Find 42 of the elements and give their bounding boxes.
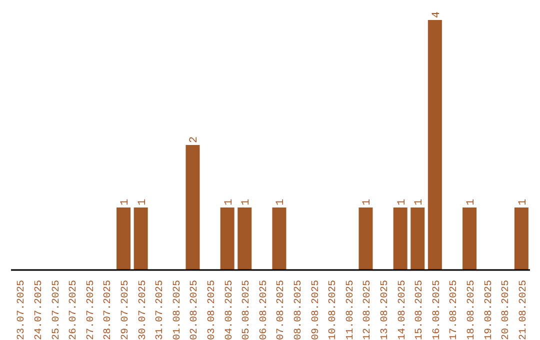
x-tick-label: 05.08.2025 <box>242 280 253 340</box>
x-tick-label: 26.07.2025 <box>68 280 80 340</box>
data-label: 1 <box>223 198 236 206</box>
x-tick-label: 25.07.2025 <box>51 280 62 340</box>
data-label: 1 <box>362 198 374 206</box>
x-tick-label: 02.08.2025 <box>190 280 201 340</box>
data-label: 1 <box>240 198 253 206</box>
data-label: 1 <box>466 198 478 206</box>
x-tick-label: 18.08.2025 <box>466 280 478 340</box>
x-tick-label: 08.08.2025 <box>293 280 304 340</box>
x-tick-label: 27.07.2025 <box>86 280 97 340</box>
x-tick-label: 31.07.2025 <box>155 280 166 340</box>
x-tick-label: 03.08.2025 <box>206 280 218 340</box>
data-label: 1 <box>275 198 288 206</box>
x-tick-label: 23.07.2025 <box>16 280 28 340</box>
x-tick-label: 12.08.2025 <box>362 280 374 340</box>
data-label: 1 <box>396 198 408 206</box>
x-tick-label: 20.08.2025 <box>501 280 512 340</box>
x-tick-label: 29.07.2025 <box>120 280 132 340</box>
x-tick-label: 19.08.2025 <box>484 280 495 340</box>
data-label: 1 <box>120 198 132 206</box>
x-tick-label: 24.07.2025 <box>34 280 45 340</box>
x-tick-label: 21.08.2025 <box>518 280 530 340</box>
x-tick-label: 17.08.2025 <box>449 280 460 340</box>
data-label: 1 <box>517 198 530 206</box>
x-tick-label: 09.08.2025 <box>310 280 322 340</box>
x-tick-label: 13.08.2025 <box>380 280 391 340</box>
x-tick-label: 14.08.2025 <box>397 280 408 340</box>
x-tick-label: 11.08.2025 <box>345 280 356 340</box>
data-label: 4 <box>430 11 443 18</box>
x-tick-label: 07.08.2025 <box>276 280 288 340</box>
x-tick-label: 01.08.2025 <box>172 280 184 340</box>
x-tick-label: 06.08.2025 <box>258 280 270 340</box>
data-label: 1 <box>136 198 149 206</box>
x-tick-label: 15.08.2025 <box>414 280 426 340</box>
x-tick-label: 16.08.2025 <box>432 280 443 340</box>
x-tick-label: 10.08.2025 <box>328 280 340 340</box>
x-tick-label: 28.07.2025 <box>103 280 114 340</box>
data-label: 2 <box>188 136 201 143</box>
x-tick-label: 04.08.2025 <box>224 280 236 340</box>
x-tick-label: 30.07.2025 <box>138 280 149 340</box>
data-label: 1 <box>414 198 426 206</box>
